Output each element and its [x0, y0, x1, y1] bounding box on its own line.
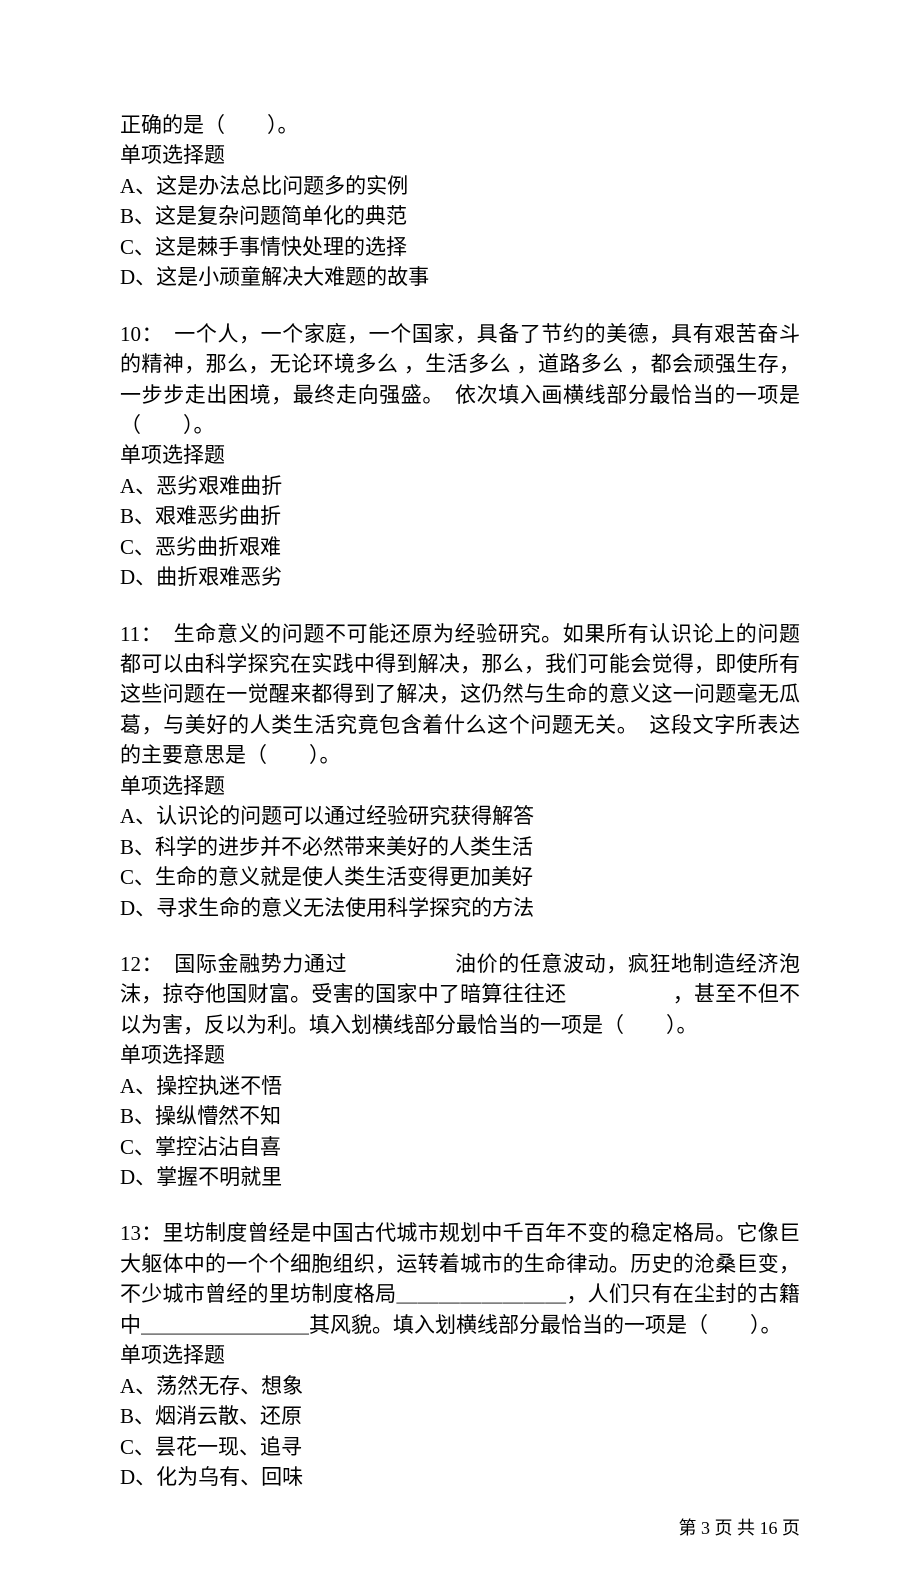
- option-c: C、掌控沾沾自喜: [120, 1132, 800, 1162]
- option-b: B、这是复杂问题简单化的典范: [120, 201, 800, 231]
- question-type-label: 单项选择题: [120, 1340, 800, 1370]
- option-d: D、化为乌有、回味: [120, 1462, 800, 1492]
- option-c: C、昙花一现、追寻: [120, 1432, 800, 1462]
- option-b: B、烟消云散、还原: [120, 1401, 800, 1431]
- option-b: B、操纵懵然不知: [120, 1101, 800, 1131]
- option-d: D、寻求生命的意义无法使用科学探究的方法: [120, 893, 800, 923]
- option-a: A、这是办法总比问题多的实例: [120, 171, 800, 201]
- option-d: D、掌握不明就里: [120, 1162, 800, 1192]
- question-stem: 11： 生命意义的问题不可能还原为经验研究。如果所有认识论上的问题都可以由科学探…: [120, 619, 800, 771]
- question-stem-continuation: 正确的是（ ）。: [120, 110, 800, 140]
- question-10: 10： 一个人，一个家庭，一个国家，具备了节约的美德，具有艰苦奋斗的精神，那么，…: [120, 319, 800, 593]
- question-stem: 13：里坊制度曾经是中国古代城市规划中千百年不变的稳定格局。它像巨大躯体中的一个…: [120, 1218, 800, 1340]
- question-type-label: 单项选择题: [120, 140, 800, 170]
- question-12: 12： 国际金融势力通过 油价的任意波动，疯狂地制造经济泡沫，掠夺他国财富。受害…: [120, 949, 800, 1193]
- option-a: A、操控执迷不悟: [120, 1071, 800, 1101]
- page-footer: 第 3 页 共 16 页: [679, 1514, 801, 1540]
- option-b: B、艰难恶劣曲折: [120, 501, 800, 531]
- question-type-label: 单项选择题: [120, 1040, 800, 1070]
- option-d: D、这是小顽童解决大难题的故事: [120, 262, 800, 292]
- question-9-continuation: 正确的是（ ）。 单项选择题 A、这是办法总比问题多的实例 B、这是复杂问题简单…: [120, 110, 800, 293]
- option-c: C、生命的意义就是使人类生活变得更加美好: [120, 862, 800, 892]
- option-a: A、恶劣艰难曲折: [120, 471, 800, 501]
- document-page: 正确的是（ ）。 单项选择题 A、这是办法总比问题多的实例 B、这是复杂问题简单…: [0, 0, 920, 1578]
- option-a: A、荡然无存、想象: [120, 1371, 800, 1401]
- question-type-label: 单项选择题: [120, 440, 800, 470]
- question-13: 13：里坊制度曾经是中国古代城市规划中千百年不变的稳定格局。它像巨大躯体中的一个…: [120, 1218, 800, 1492]
- question-type-label: 单项选择题: [120, 771, 800, 801]
- option-c: C、这是棘手事情快处理的选择: [120, 232, 800, 262]
- question-stem: 12： 国际金融势力通过 油价的任意波动，疯狂地制造经济泡沫，掠夺他国财富。受害…: [120, 949, 800, 1040]
- option-a: A、认识论的问题可以通过经验研究获得解答: [120, 801, 800, 831]
- question-stem: 10： 一个人，一个家庭，一个国家，具备了节约的美德，具有艰苦奋斗的精神，那么，…: [120, 319, 800, 441]
- option-c: C、恶劣曲折艰难: [120, 532, 800, 562]
- option-d: D、曲折艰难恶劣: [120, 562, 800, 592]
- option-b: B、科学的进步并不必然带来美好的人类生活: [120, 832, 800, 862]
- question-11: 11： 生命意义的问题不可能还原为经验研究。如果所有认识论上的问题都可以由科学探…: [120, 619, 800, 923]
